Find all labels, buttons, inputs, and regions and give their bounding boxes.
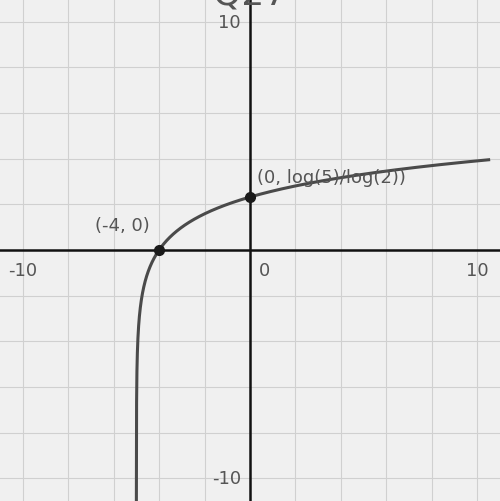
Text: 10: 10 <box>466 262 488 280</box>
Text: Q27: Q27 <box>213 0 287 12</box>
Text: 10: 10 <box>218 14 241 32</box>
Text: -10: -10 <box>212 469 241 487</box>
Text: (0, log(5)/log(2)): (0, log(5)/log(2)) <box>257 168 406 186</box>
Text: -10: -10 <box>8 262 38 280</box>
Text: 0: 0 <box>259 262 270 280</box>
Text: (-4, 0): (-4, 0) <box>95 216 150 234</box>
